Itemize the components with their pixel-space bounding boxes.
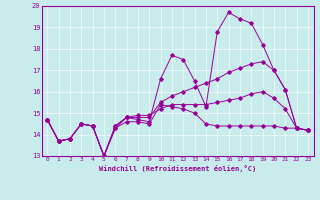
- X-axis label: Windchill (Refroidissement éolien,°C): Windchill (Refroidissement éolien,°C): [99, 165, 256, 172]
